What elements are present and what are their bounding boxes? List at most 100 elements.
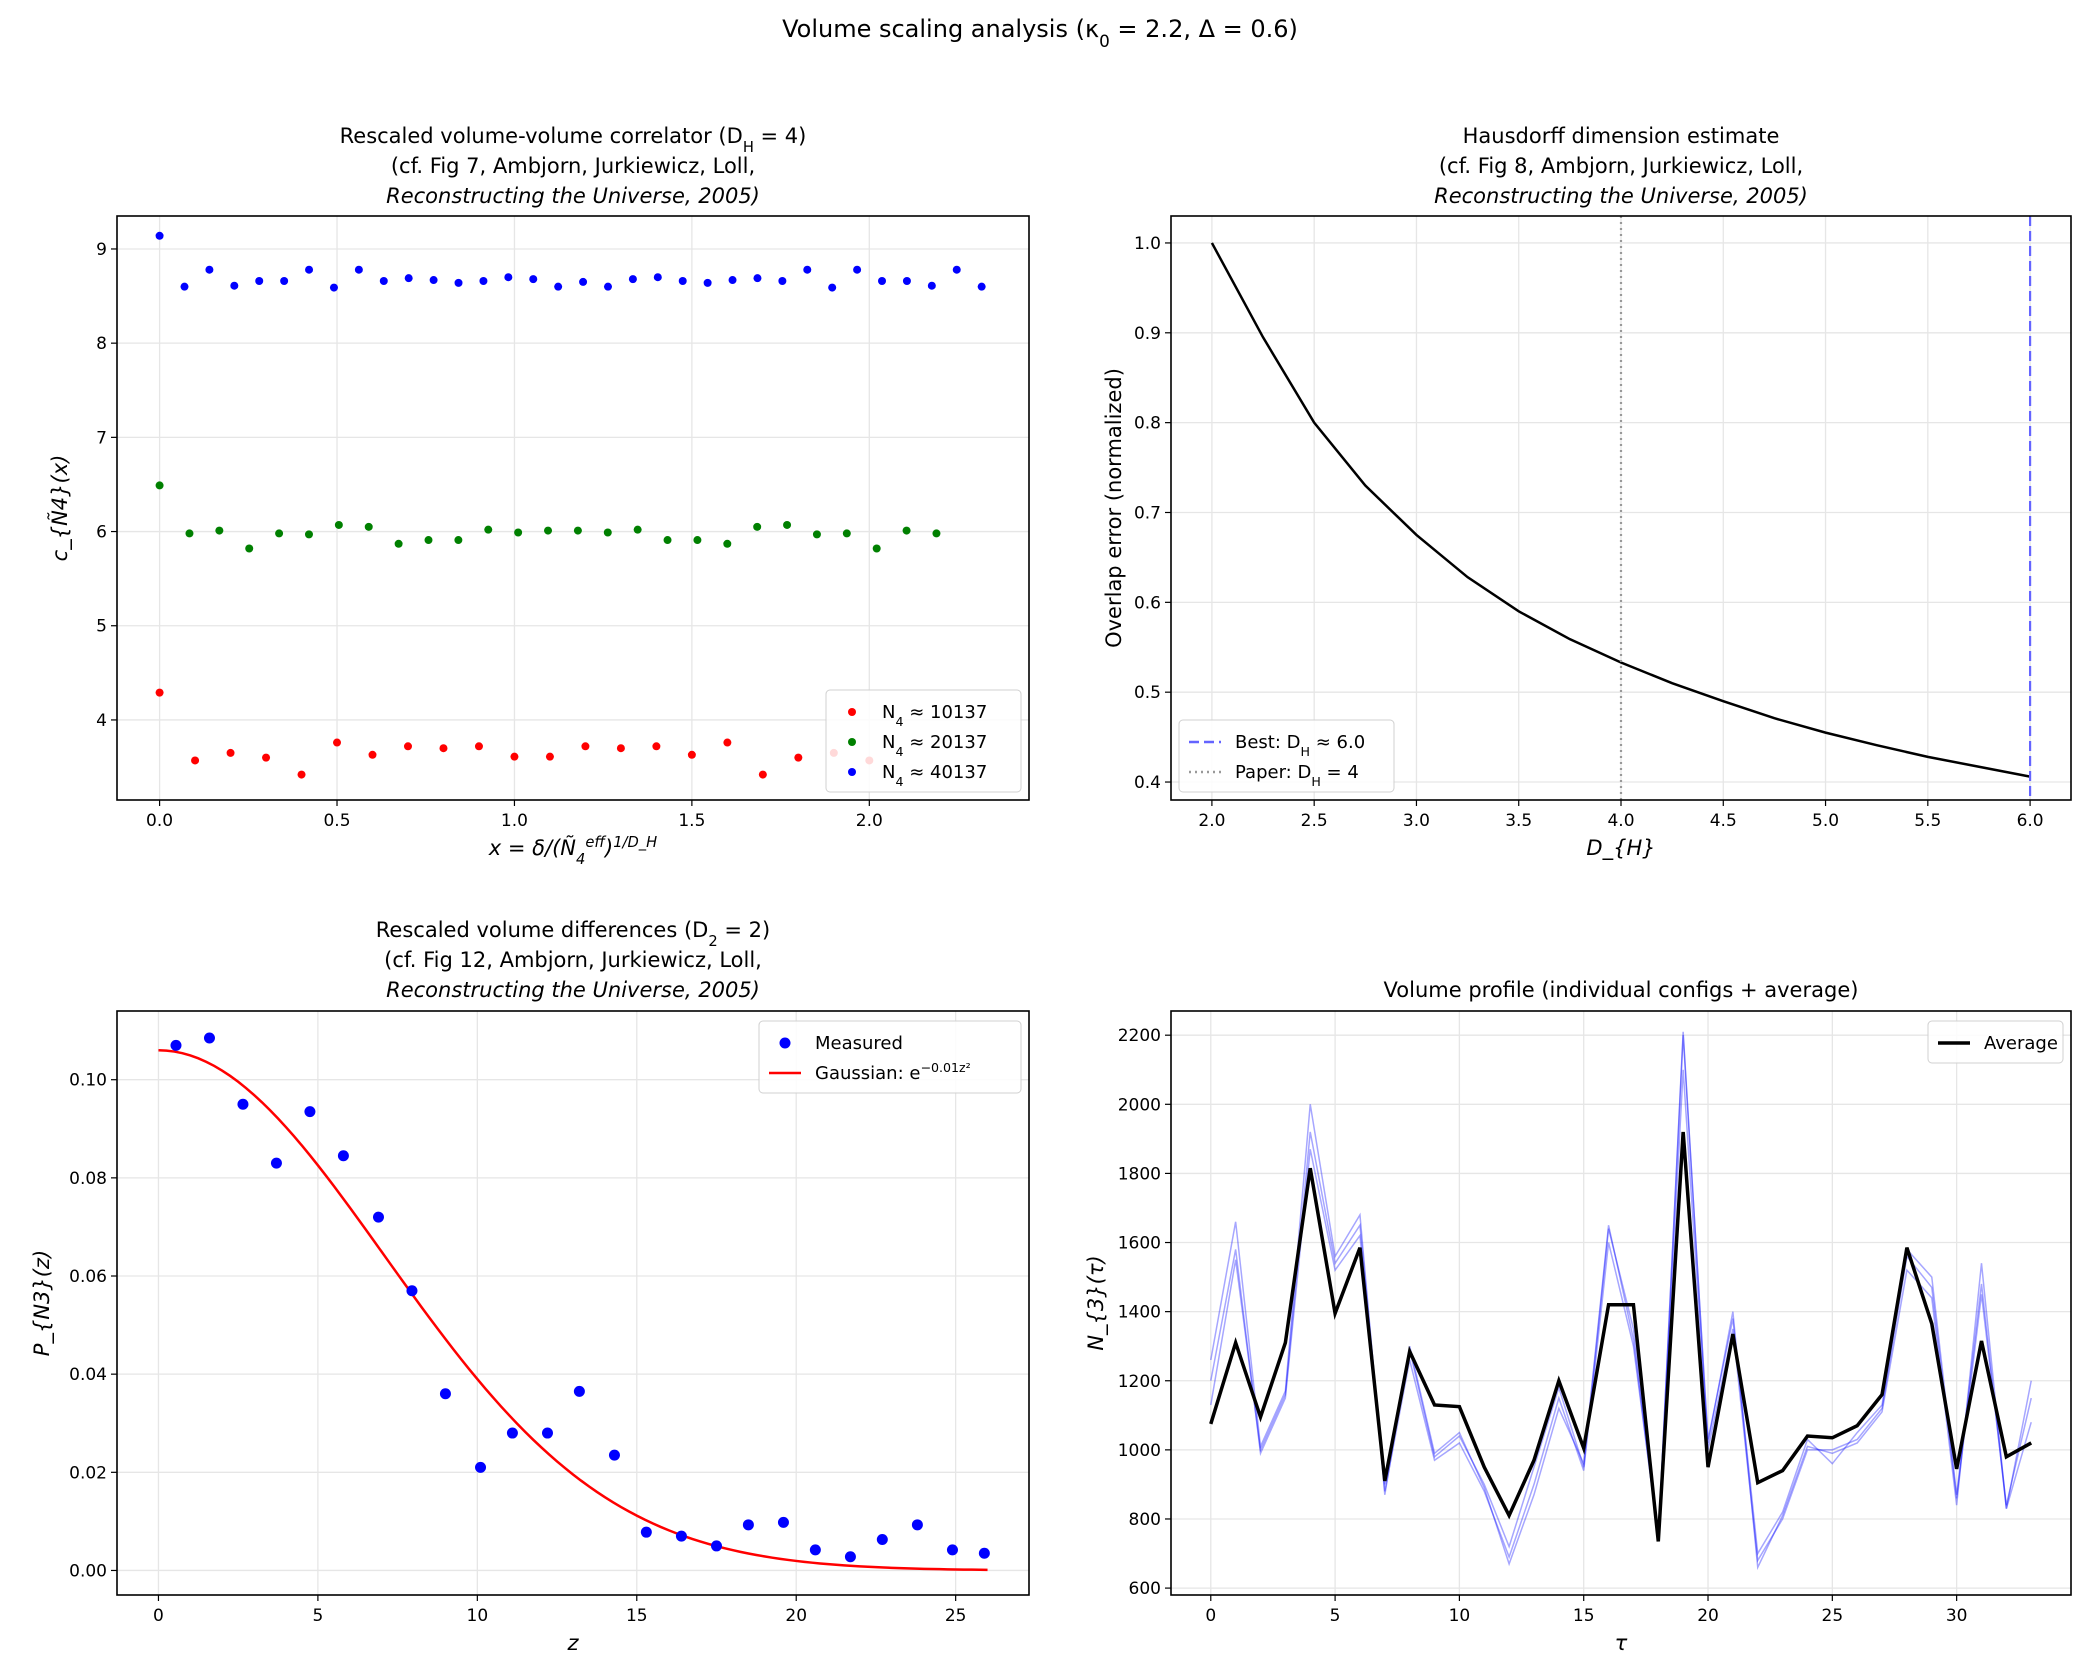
legend-marker [848, 708, 856, 716]
data-point [545, 752, 554, 761]
legend-box [1178, 719, 1395, 793]
x-tick-label: 15 [1573, 1606, 1595, 1626]
data-point [439, 744, 448, 753]
data-point [978, 1547, 990, 1559]
x-axis-label: z [566, 1631, 579, 1655]
data-point [305, 265, 314, 274]
data-point [573, 1385, 585, 1397]
y-tick-label: 1800 [1118, 1164, 1161, 1184]
x-tick-label: 0 [153, 1606, 164, 1626]
data-point [510, 752, 519, 761]
data-point [803, 265, 812, 274]
data-point [703, 278, 712, 287]
data-point [687, 750, 696, 759]
data-point [529, 275, 538, 284]
subplot-title: (cf. Fig 12, Ambjorn, Jurkiewicz, Loll, [384, 948, 762, 972]
data-point [932, 529, 941, 538]
subplot-4: 0 5 10 15 20 25 30 600 800 1000 1200 1400 1600 1800 20… [1084, 978, 2072, 1655]
data-point [155, 688, 164, 697]
y-tick-label: 7 [96, 428, 107, 448]
data-point [479, 276, 488, 285]
x-axis-label: D_{H} [1586, 836, 1655, 861]
y-tick-label: 1600 [1118, 1234, 1161, 1254]
y-tick-label: 0.06 [69, 1267, 107, 1287]
data-point [191, 756, 200, 765]
data-point [170, 1039, 182, 1051]
y-tick-label: 0.4 [1134, 773, 1161, 793]
axes-frame [1170, 1010, 2072, 1596]
data-point [514, 528, 523, 537]
data-point [581, 742, 590, 751]
data-point [475, 1461, 487, 1473]
y-tick-label: 1000 [1118, 1441, 1161, 1461]
data-point [675, 1530, 687, 1542]
data-point [474, 742, 483, 751]
data-point [842, 529, 851, 538]
subplot-title: Reconstructing the Universe, 2005) [1434, 184, 1808, 208]
subplot-title: Volume profile (individual configs + ave… [1384, 978, 1859, 1002]
data-point [245, 544, 254, 553]
data-point [155, 231, 164, 240]
x-tick-label: 0.5 [323, 811, 350, 831]
legend-label: N4 ≈ 40137 [882, 762, 987, 789]
data-point [275, 529, 284, 538]
data-point [777, 1516, 789, 1528]
data-point [742, 1519, 754, 1531]
y-tick-label: 0.8 [1134, 414, 1161, 434]
data-point [368, 750, 377, 759]
data-point [304, 1106, 316, 1118]
data-point [406, 1285, 418, 1297]
legend-marker [848, 738, 856, 746]
y-tick-label: 1400 [1118, 1303, 1161, 1323]
data-point [878, 276, 887, 285]
legend-marker [848, 768, 856, 776]
data-point [541, 1427, 553, 1439]
data-point [506, 1427, 518, 1439]
legend: Best: DH ≈ 6.0 Paper: DH = 4 [1178, 719, 1395, 793]
data-point [728, 276, 737, 285]
subplot-title: Reconstructing the Universe, 2005) [386, 184, 760, 208]
legend-box [758, 1020, 1022, 1094]
data-point [337, 1150, 349, 1162]
data-point [608, 1449, 620, 1461]
overlap-error-curve [1210, 242, 2031, 778]
data-point [783, 520, 792, 529]
data-point [215, 526, 224, 535]
data-point [329, 283, 338, 292]
config-line [1210, 1031, 2032, 1571]
data-point [424, 536, 433, 545]
data-point [844, 1551, 856, 1563]
legend-marker [779, 1037, 791, 1049]
legend-label: Average [1984, 1033, 2058, 1054]
data-point [454, 278, 463, 287]
axes-frame [116, 215, 1030, 801]
data-point [454, 536, 463, 545]
data-point [872, 544, 881, 553]
data-point [484, 525, 493, 534]
y-tick-label: 1200 [1118, 1372, 1161, 1392]
x-tick-label: 4.5 [1710, 811, 1737, 831]
data-point [255, 276, 264, 285]
data-point [911, 1519, 923, 1531]
x-tick-label: 10 [467, 1606, 489, 1626]
y-tick-label: 0.00 [69, 1561, 107, 1581]
subplot-3: 0 5 10 15 20 25 0.00 0.02 0.04 0.06 0.08 0.10 Rescal… [30, 918, 1030, 1655]
data-point [155, 481, 164, 490]
x-tick-label: 3.5 [1505, 811, 1532, 831]
data-point [633, 525, 642, 534]
gaussian-curve [158, 1049, 988, 1572]
data-point [927, 281, 936, 290]
data-point [262, 753, 271, 762]
x-tick-label: 2.5 [1301, 811, 1328, 831]
data-point [946, 1544, 958, 1556]
plot-area [1210, 216, 2032, 800]
average-line [1209, 1131, 2033, 1542]
y-tick-label: 0.02 [69, 1463, 107, 1483]
y-axis-label: N_{3}(τ) [1084, 1255, 1109, 1350]
x-tick-label: 25 [945, 1606, 967, 1626]
y-tick-label: 6 [96, 523, 107, 543]
y-tick-label: 800 [1129, 1510, 1161, 1530]
data-point [429, 276, 438, 285]
data-point [794, 753, 803, 762]
x-tick-label: 1.5 [678, 811, 705, 831]
